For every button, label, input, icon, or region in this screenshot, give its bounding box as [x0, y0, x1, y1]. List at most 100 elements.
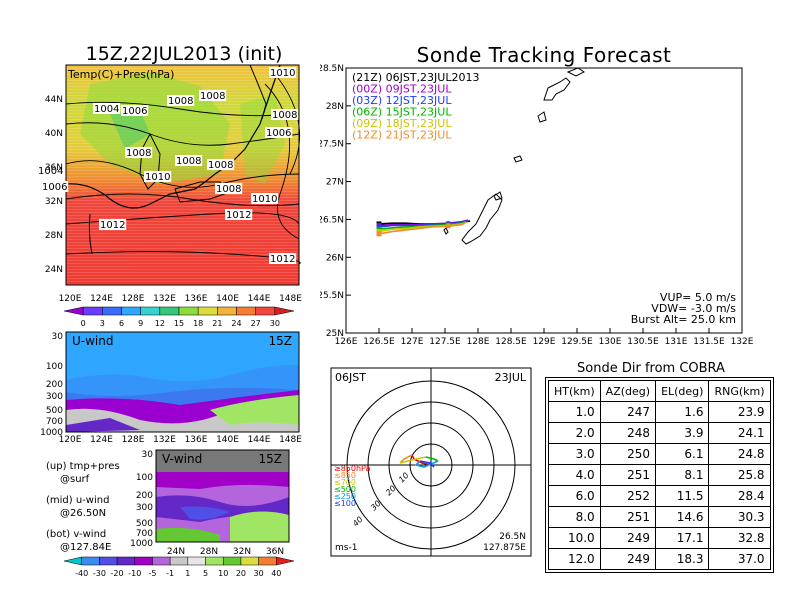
colorbar-swatch [258, 556, 277, 566]
legend-entry: (06Z) 15JST,23JUL [352, 106, 452, 119]
table-cell: 3.0 [548, 443, 601, 465]
lon-tick-label: 126.5E [363, 337, 395, 347]
isobar-label: 1006 [266, 128, 291, 139]
lon-tick-label: 120E [59, 435, 82, 445]
colorbar-tick: -30 [93, 569, 106, 578]
colorbar-swatch [81, 556, 100, 566]
table-cell: 249 [599, 548, 657, 570]
launch-param: VUP= 5.0 m/s [660, 291, 736, 304]
lon-tick-label: 129.5E [561, 337, 593, 347]
lon-tick-label: 148E [279, 294, 302, 304]
colorbar-tick: 21 [212, 319, 222, 328]
colorbar-tick: 3 [100, 319, 105, 328]
lon-tick-label: 129E [533, 337, 556, 347]
colorbar-tick: 40 [271, 569, 281, 578]
table-header-cell: HT(km) [548, 380, 601, 402]
pressure-tick-label: 200 [46, 380, 63, 390]
lat-tick-label: 44N [45, 95, 63, 105]
polar-coord-lon: 127.875E [483, 543, 526, 553]
lon-tick-label: 140E [216, 294, 239, 304]
colorbar-swatch [276, 556, 295, 566]
colorbar-tick: -5 [148, 569, 156, 578]
table-cell: 32.8 [708, 527, 771, 549]
table-cell: 28.4 [708, 485, 771, 507]
colorbar-tick: 15 [174, 319, 184, 328]
isobar-label: 1008 [200, 91, 225, 102]
lon-tick-label: 140E [216, 435, 239, 445]
table-header-cell: AZ(deg) [599, 380, 657, 402]
lon-tick-label: 124E [90, 435, 113, 445]
lon-tick-label: 128E [467, 337, 490, 347]
lat-tick-label: 24N [45, 265, 63, 275]
lon-tick-label: 144E [248, 294, 271, 304]
colorbar-swatch [116, 556, 136, 566]
surface-map-label: Temp(C)+Pres(hPa) [67, 68, 174, 81]
table-cell: 24.8 [708, 443, 771, 465]
lat-tick-label: 25N [326, 329, 344, 339]
panel-notes: (up) tmp+pres @surf (mid) u-wind @26.50N (… [46, 460, 156, 554]
isobar-label: 1012 [100, 220, 125, 231]
lon-tick-label: 144E [248, 435, 271, 445]
colorbar-tick: 1 [185, 569, 190, 578]
colorbar-tick: 20 [236, 569, 246, 578]
table-cell: 6.1 [655, 443, 710, 465]
colorbar-swatch [121, 306, 141, 316]
lat-tick-label: 25.5N [320, 291, 344, 301]
legend-entry: (09Z) 18JST,23JUL [352, 117, 452, 130]
colorbar-swatch [178, 306, 199, 316]
table-cell: 251 [599, 506, 657, 528]
lon-tick-label: 127.5E [429, 337, 461, 347]
colorbar-tick: 6 [119, 319, 124, 328]
pressure-tick-label: 1000 [40, 428, 63, 438]
sonde-polar-plot: 06JST 23JUL ≥850hPa≤850≤700≤500≤250≤100 … [330, 367, 532, 557]
table-cell: 18.3 [655, 548, 710, 570]
colorbar-tick: -10 [128, 569, 141, 578]
lon-tick-label: 124E [90, 294, 113, 304]
colorbar-tick: 27 [251, 319, 261, 328]
colorbar-swatch [169, 556, 189, 566]
isobar-label: 1006 [42, 182, 67, 193]
lon-tick-label: 127E [401, 337, 424, 347]
colorbar-tick: -20 [111, 569, 124, 578]
tracking-chart-title: Sonde Tracking Forecast [416, 43, 672, 67]
isobar-label: 1010 [270, 68, 295, 79]
lon-tick-label: 148E [279, 435, 302, 445]
table-cell: 251 [599, 464, 657, 486]
colorbar-swatch [82, 306, 103, 316]
table-row: 10.0 249 17.1 32.8 [548, 527, 771, 549]
isobar-label: 1008 [272, 110, 297, 121]
colorbar-swatch [63, 306, 84, 316]
pressure-level-label: ≤850 [334, 471, 356, 480]
vwind-time: 15Z [259, 452, 283, 466]
polar-left-label: 06JST [335, 371, 366, 384]
pressure-tick-label: 100 [136, 473, 153, 483]
table-cell: 6.0 [548, 485, 601, 507]
burst-marker [446, 224, 451, 229]
pressure-tick-label: 500 [46, 406, 63, 416]
table-cell: 8.0 [548, 506, 601, 528]
launch-marker [376, 231, 382, 237]
launch-param: Burst Alt= 25.0 km [631, 313, 736, 326]
colorbar-swatch [63, 556, 82, 566]
table-cell: 8.1 [655, 464, 710, 486]
isobar-label: 1008 [216, 184, 241, 195]
pressure-tick-label: 500 [136, 519, 153, 529]
pressure-tick-label: 700 [46, 417, 63, 427]
table-cell: 248 [599, 422, 657, 444]
table-cell: 37.0 [708, 548, 771, 570]
colorbar-swatch [99, 556, 118, 566]
colorbar-swatch [197, 306, 218, 316]
colorbar-tick: 10 [218, 569, 228, 578]
table-cell: 2.0 [548, 422, 601, 444]
lat-tick-label: 28N [45, 231, 63, 241]
note-bot: (bot) v-wind @127.84E [46, 529, 112, 553]
table-cell: 250 [599, 443, 657, 465]
pressure-tick-label: 30 [52, 332, 64, 342]
colorbar-swatch [217, 306, 237, 316]
isobar-label: 1004 [38, 166, 63, 177]
table-row: 6.0 252 11.5 28.4 [548, 485, 771, 507]
isobar-label: 1008 [168, 96, 193, 107]
